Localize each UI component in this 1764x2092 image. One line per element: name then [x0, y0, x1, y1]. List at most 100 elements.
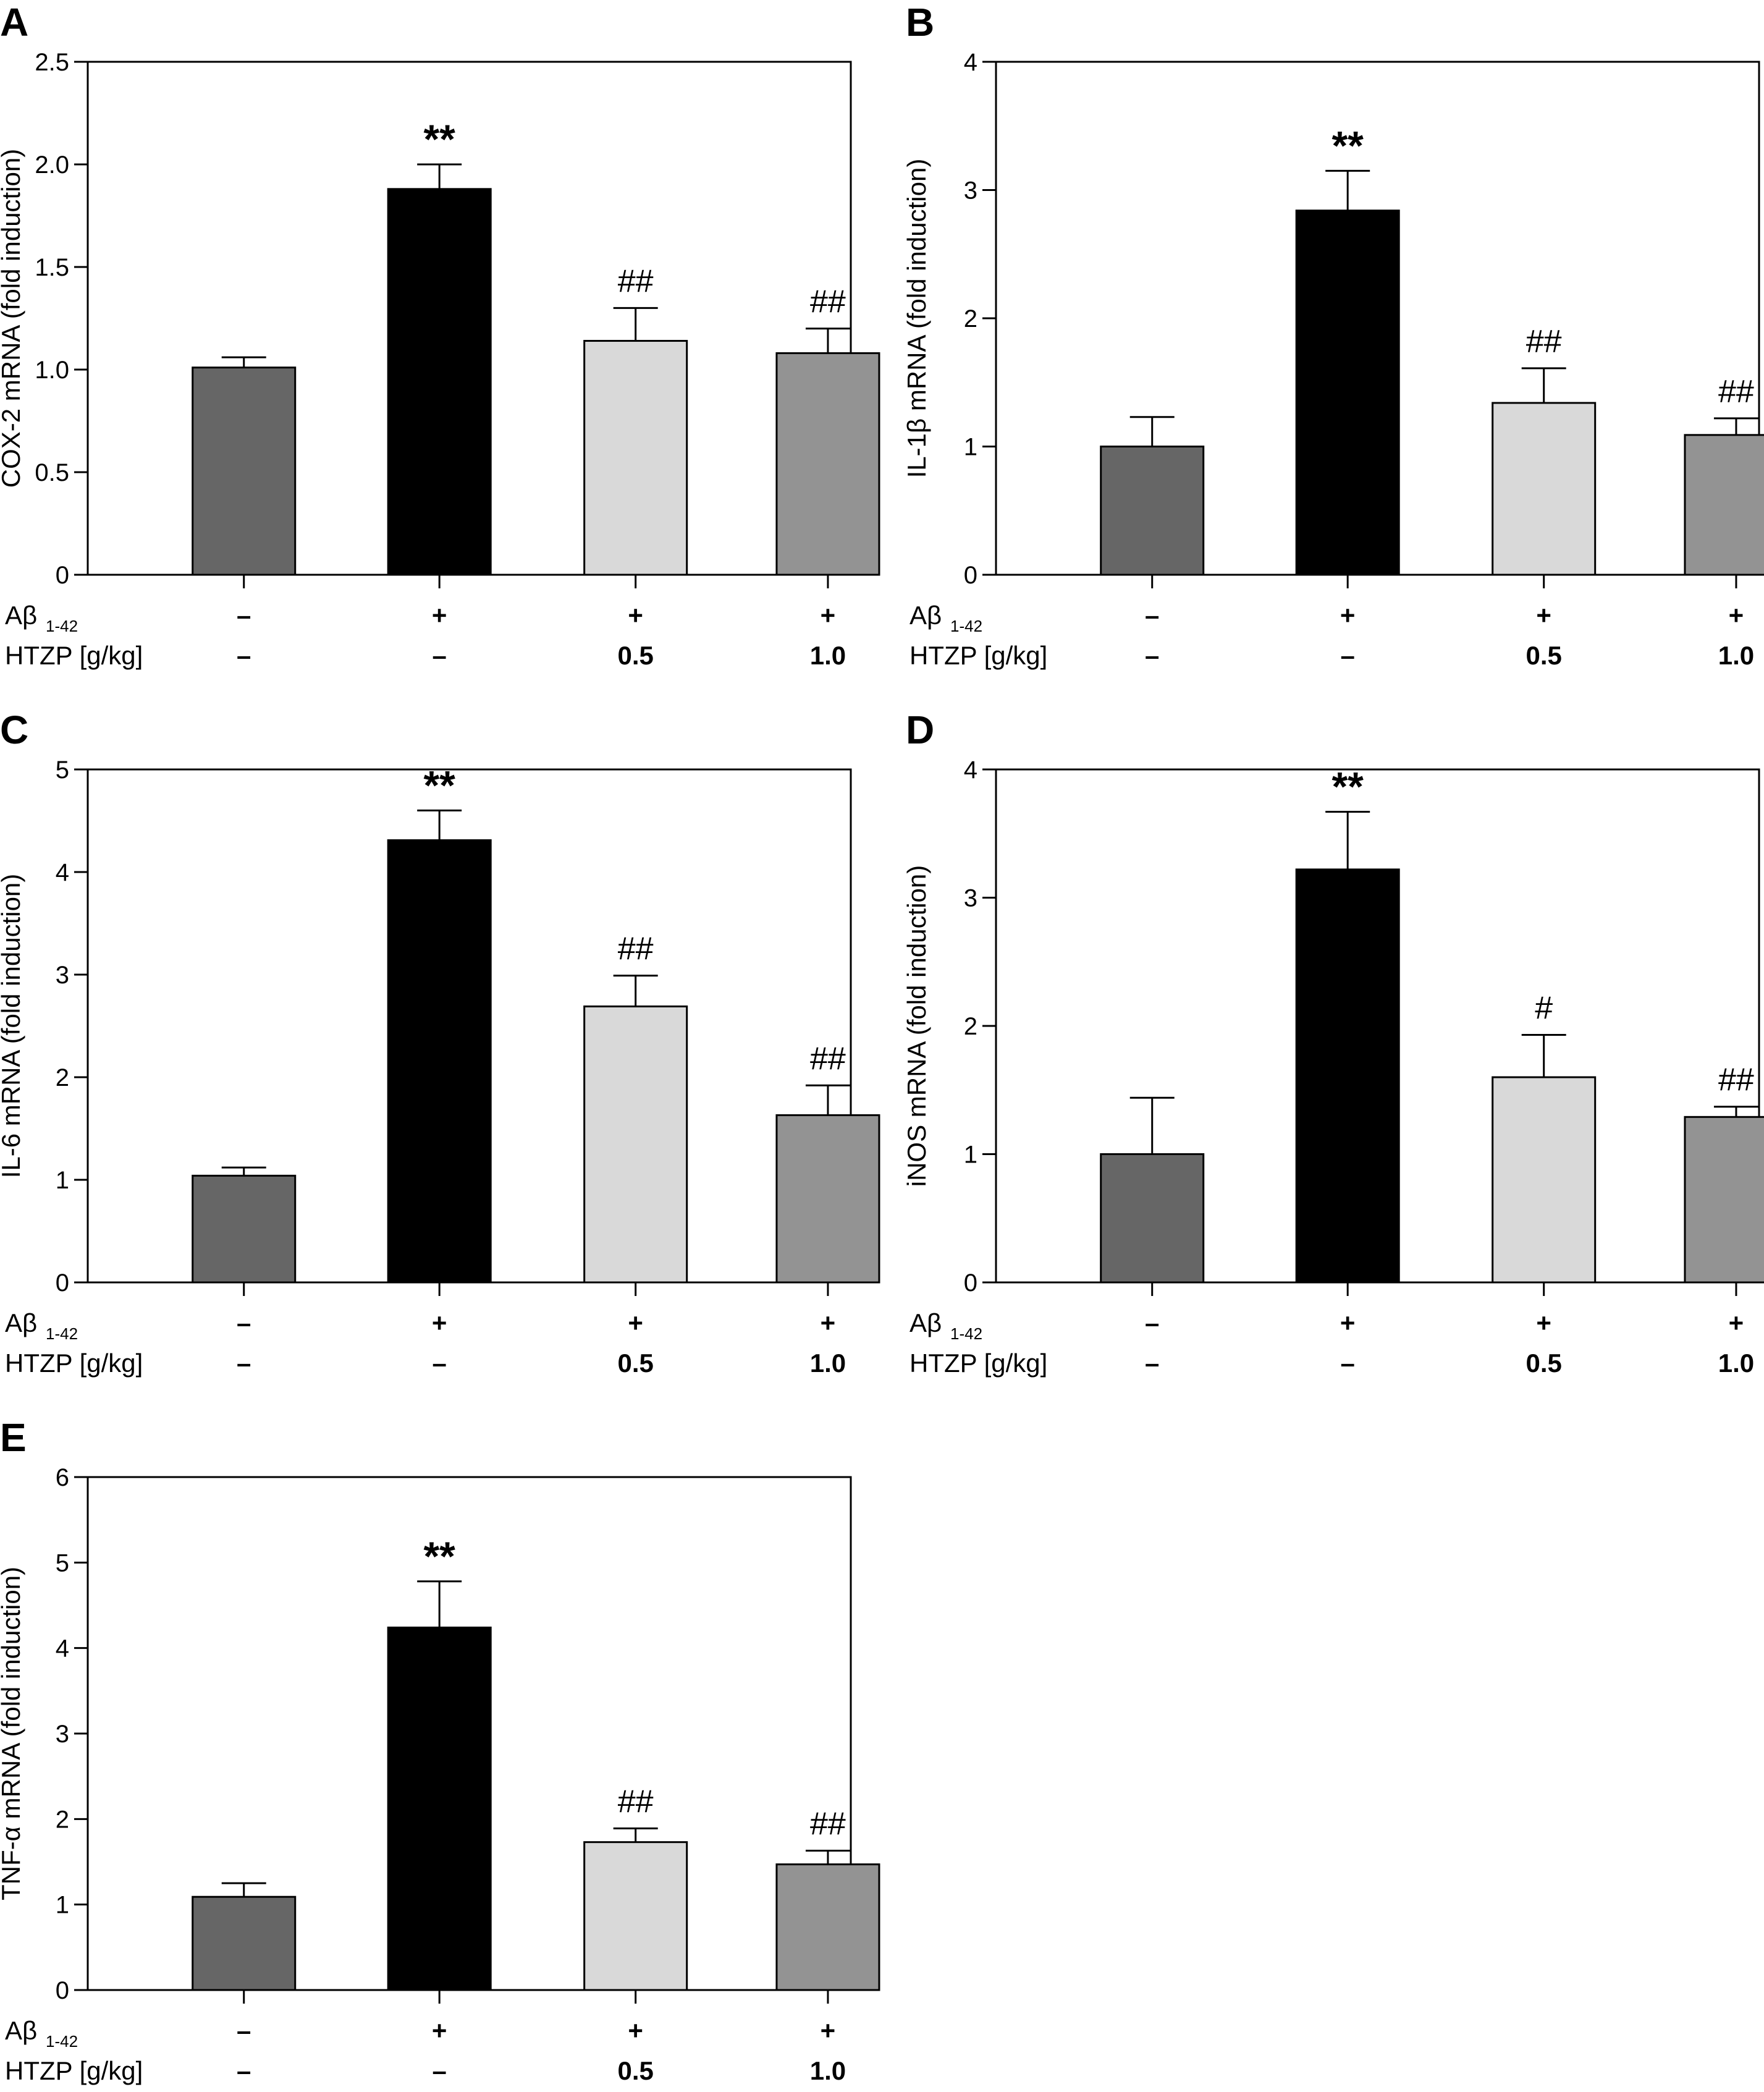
- htzp-condition: –: [1341, 641, 1355, 670]
- abeta-row-label: Aβ: [909, 1308, 942, 1337]
- htzp-condition: 1.0: [1718, 641, 1754, 670]
- bar: [387, 1626, 492, 1991]
- htzp-condition: 1.0: [810, 1349, 846, 1378]
- bar: [1100, 1153, 1205, 1284]
- abeta-condition: –: [237, 2016, 251, 2045]
- y-tick-label: 2: [964, 1013, 977, 1040]
- abeta-condition: –: [1145, 601, 1159, 630]
- abeta-condition: +: [432, 1308, 447, 1337]
- y-tick-label: 0.5: [35, 459, 69, 486]
- panel-e: E 0 1 2 3 4 5 6 TNF-α mRNA (fold induction) ** ## #…: [0, 1415, 880, 2085]
- significance-label: **: [424, 116, 456, 162]
- significance-label: ##: [618, 263, 654, 299]
- y-axis-title: IL-6 mRNA (fold induction): [0, 874, 25, 1179]
- panel-letter: A: [0, 0, 28, 44]
- htzp-row-label: HTZP [g/kg]: [909, 1349, 1047, 1378]
- abeta-subscript: 1-42: [950, 1324, 982, 1343]
- significance-label: ##: [810, 1806, 846, 1842]
- abeta-condition: –: [1145, 1308, 1159, 1337]
- abeta-subscript: 1-42: [46, 617, 78, 635]
- abeta-condition: +: [821, 1308, 836, 1337]
- bar: [583, 1841, 688, 1991]
- htzp-condition: 0.5: [617, 641, 653, 670]
- abeta-condition: +: [628, 2016, 643, 2045]
- htzp-condition: –: [433, 641, 447, 670]
- bar: [583, 1005, 688, 1284]
- y-tick-label: 4: [964, 756, 977, 784]
- bar: [192, 1174, 297, 1284]
- abeta-condition: +: [1729, 601, 1744, 630]
- abeta-row-label: Aβ: [5, 601, 37, 630]
- y-tick-label: 4: [56, 859, 69, 886]
- bar: [775, 1114, 880, 1284]
- abeta-condition: –: [237, 601, 251, 630]
- htzp-row-label: HTZP [g/kg]: [5, 641, 143, 670]
- bar: [192, 366, 297, 576]
- y-tick-label: 2: [56, 1806, 69, 1833]
- abeta-condition: +: [821, 601, 836, 630]
- htzp-condition: –: [237, 641, 251, 670]
- panel-a: A 0 0.5 1.0 1.5 2.0 2.5 COX-2 mRNA (fold induct…: [0, 0, 880, 670]
- significance-label: ##: [810, 284, 846, 320]
- bar: [1295, 210, 1400, 576]
- panel-b: B 0 1 2 3 4 IL-1β mRNA (fold induction) ** ## ## A…: [902, 0, 1764, 670]
- y-tick-label: 3: [964, 885, 977, 912]
- abeta-condition: +: [1340, 601, 1356, 630]
- significance-label: #: [1535, 991, 1553, 1027]
- y-tick-label: 1: [56, 1892, 69, 1919]
- significance-label: ##: [618, 1784, 654, 1820]
- htzp-condition: 0.5: [1526, 1349, 1561, 1378]
- htzp-row-label: HTZP [g/kg]: [5, 2056, 143, 2085]
- y-tick-label: 1: [56, 1167, 69, 1194]
- y-tick-label: 1: [964, 434, 977, 461]
- abeta-condition: +: [432, 2016, 447, 2045]
- significance-label: ##: [1718, 374, 1754, 410]
- bar: [1100, 446, 1205, 576]
- htzp-condition: 1.0: [810, 2056, 846, 2085]
- abeta-row-label: Aβ: [909, 601, 942, 630]
- panel-letter: C: [0, 708, 28, 752]
- bar: [192, 1895, 297, 1991]
- panel-letter: E: [0, 1415, 27, 1460]
- htzp-condition: –: [1341, 1349, 1355, 1378]
- y-axis-title: iNOS mRNA (fold induction): [902, 865, 931, 1187]
- bar: [1492, 1076, 1597, 1284]
- y-axis-title: COX-2 mRNA (fold induction): [0, 149, 25, 488]
- abeta-condition: +: [1536, 601, 1551, 630]
- bar: [387, 839, 492, 1284]
- significance-label: ##: [1526, 324, 1562, 360]
- bar: [387, 188, 492, 576]
- y-tick-label: 0: [964, 562, 977, 589]
- bar: [1684, 1116, 1764, 1284]
- y-axis-title: IL-1β mRNA (fold induction): [902, 159, 931, 478]
- bar: [1492, 402, 1597, 576]
- significance-label: **: [424, 762, 456, 808]
- panel-letter: B: [906, 0, 934, 44]
- y-tick-label: 4: [56, 1635, 69, 1662]
- abeta-subscript: 1-42: [46, 1324, 78, 1343]
- abeta-condition: –: [237, 1308, 251, 1337]
- htzp-condition: –: [433, 2056, 447, 2085]
- abeta-row-label: Aβ: [5, 1308, 37, 1337]
- y-tick-label: 0: [964, 1269, 977, 1297]
- htzp-condition: 0.5: [1526, 641, 1561, 670]
- abeta-condition: +: [432, 601, 447, 630]
- abeta-condition: +: [821, 2016, 836, 2045]
- panel-c: C 0 1 2 3 4 5 IL-6 mRNA (fold induction) ** ## ## A…: [0, 708, 880, 1378]
- y-tick-label: 1.0: [35, 357, 69, 384]
- abeta-condition: +: [628, 601, 643, 630]
- significance-label: **: [424, 1533, 456, 1579]
- y-tick-label: 3: [56, 962, 69, 989]
- significance-label: ##: [810, 1041, 846, 1077]
- y-tick-label: 2: [964, 305, 977, 332]
- htzp-condition: –: [1145, 1349, 1159, 1378]
- abeta-subscript: 1-42: [950, 617, 982, 635]
- abeta-condition: +: [1340, 1308, 1356, 1337]
- y-tick-label: 0: [56, 562, 69, 589]
- abeta-row-label: Aβ: [5, 2016, 37, 2045]
- significance-label: ##: [1718, 1062, 1754, 1098]
- y-tick-label: 1: [964, 1141, 977, 1169]
- y-tick-label: 2: [56, 1064, 69, 1091]
- htzp-condition: 1.0: [1718, 1349, 1754, 1378]
